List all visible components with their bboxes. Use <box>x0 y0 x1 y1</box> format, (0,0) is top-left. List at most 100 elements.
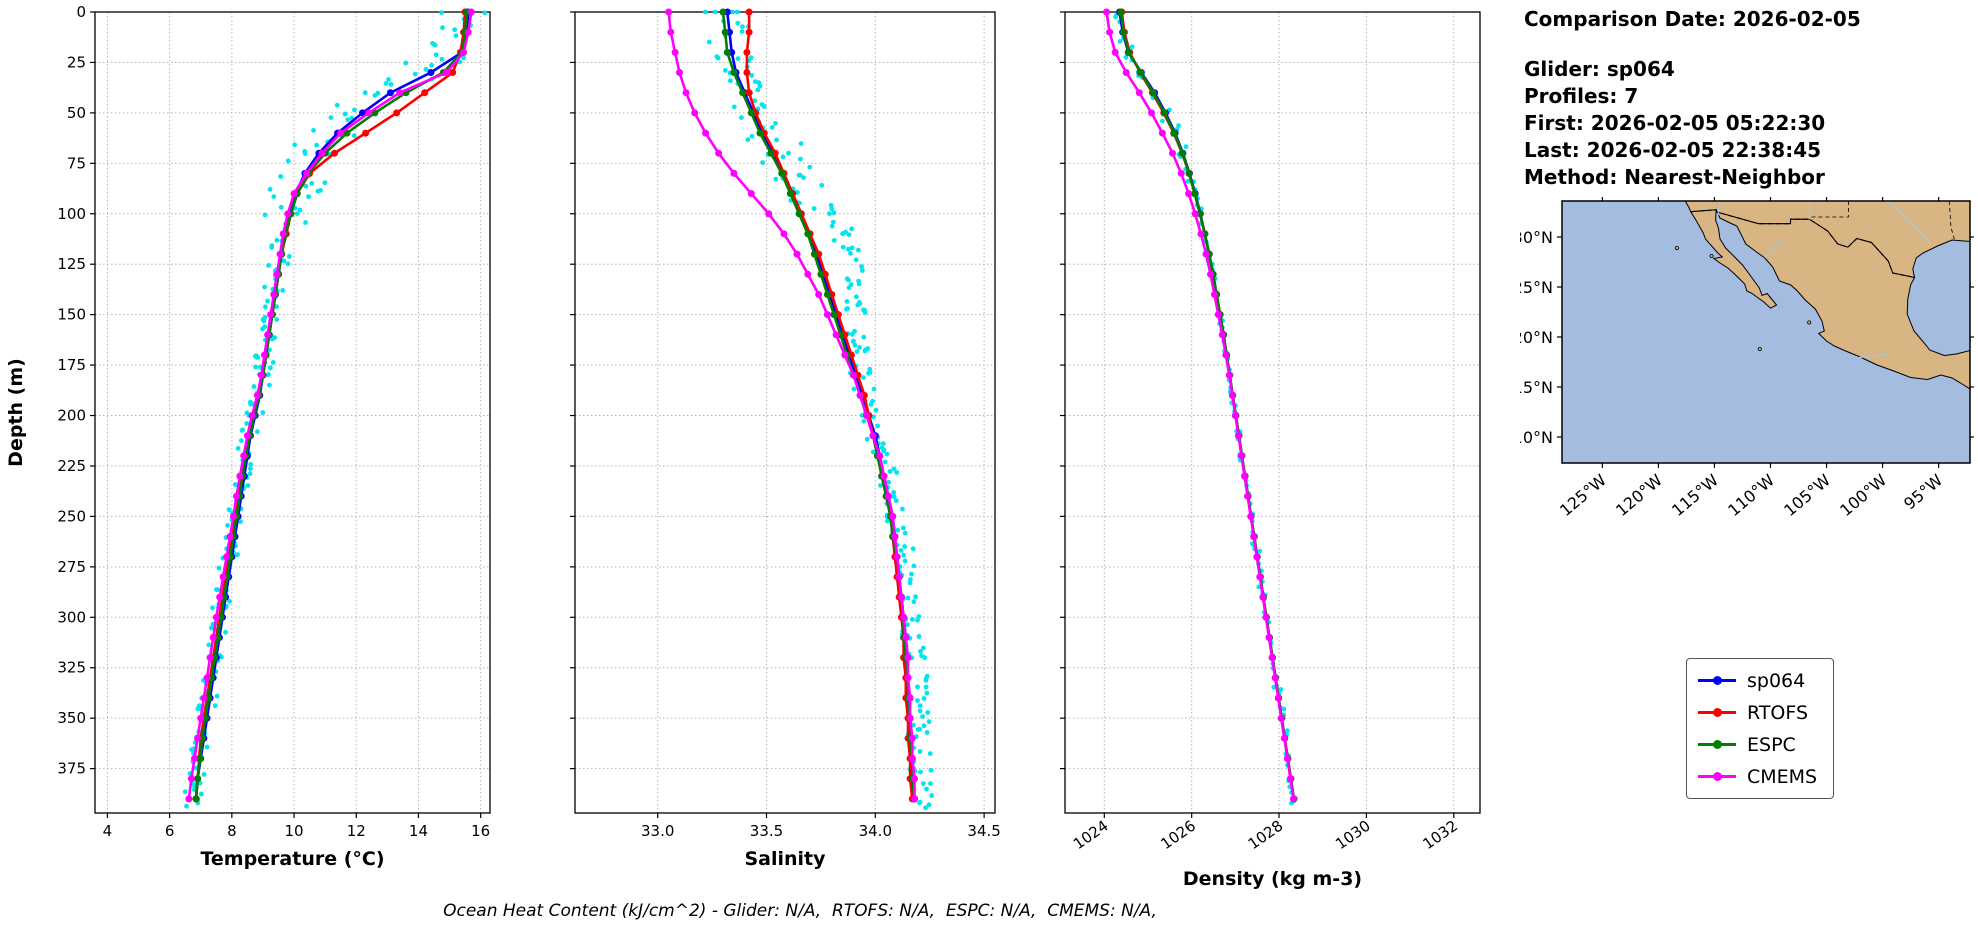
series-marker-CMEMS <box>276 250 284 258</box>
series-marker-CMEMS <box>1158 129 1166 137</box>
glider-raw-point <box>270 336 275 342</box>
map-lat-label: 20°N <box>1520 328 1553 347</box>
series-marker-RTOFS <box>743 69 751 76</box>
glider-raw-point <box>727 78 733 84</box>
glider-raw-point <box>1117 39 1123 44</box>
series-marker-CMEMS <box>850 371 857 379</box>
glider-raw-point <box>1160 118 1165 124</box>
series-marker-RTOFS <box>745 8 753 16</box>
glider-raw-point <box>851 386 857 392</box>
y-axis-label: Depth (m) <box>5 358 27 467</box>
glider-raw-point <box>917 800 922 806</box>
glider-raw-point <box>891 466 897 472</box>
glider-raw-point <box>760 160 766 166</box>
glider-raw-point <box>920 714 925 719</box>
series-marker-ESPC <box>1179 149 1186 157</box>
glider-raw-point <box>819 182 825 188</box>
series-marker-CMEMS <box>765 210 773 218</box>
series-marker-CMEMS <box>1222 351 1230 359</box>
series-marker-CMEMS <box>911 775 918 783</box>
series-marker-CMEMS <box>443 69 450 76</box>
series-marker-CMEMS <box>780 230 788 238</box>
glider-raw-point <box>248 399 253 405</box>
series-marker-ESPC <box>778 169 786 177</box>
x-tick-label: 8 <box>227 822 237 840</box>
glider-raw-point <box>423 67 429 72</box>
series-marker-ESPC <box>1117 8 1125 16</box>
series-marker-sp064 <box>427 69 435 76</box>
glider-raw-point <box>268 365 273 371</box>
glider-raw-point <box>735 56 741 61</box>
series-marker-ESPC <box>830 311 838 319</box>
glider-raw-point <box>238 519 243 524</box>
glider-raw-point <box>884 451 890 457</box>
series-marker-CMEMS <box>1268 654 1276 662</box>
series-marker-CMEMS <box>1148 109 1155 117</box>
glider-raw-point <box>921 696 927 701</box>
glider-raw-point <box>922 655 928 661</box>
series-marker-CMEMS <box>1225 371 1233 379</box>
glider-raw-point <box>902 558 908 564</box>
glider-raw-point <box>274 304 279 309</box>
glider-raw-point <box>1185 178 1191 184</box>
glider-raw-point <box>901 525 906 531</box>
x-tick-label: 33.5 <box>750 822 783 840</box>
glider-raw-point <box>342 111 348 117</box>
glider-raw-point <box>902 530 908 536</box>
series-marker-CMEMS <box>219 573 227 581</box>
legend-item-ESPC: ESPC <box>1698 732 1817 757</box>
series-line-CMEMS <box>667 11 916 799</box>
glider-raw-point <box>209 625 214 631</box>
series-marker-CMEMS <box>1202 250 1210 258</box>
glider-raw-point <box>854 294 859 300</box>
glider-raw-point <box>260 410 266 415</box>
glider-raw-point <box>850 339 856 344</box>
glider-raw-point <box>861 334 867 340</box>
series-marker-CMEMS <box>273 270 281 278</box>
legend-line-marker <box>1698 772 1736 782</box>
series-marker-CMEMS <box>243 432 251 440</box>
glider-raw-point <box>924 786 929 792</box>
series-marker-CMEMS <box>464 28 472 36</box>
series-marker-CMEMS <box>303 169 310 177</box>
glider-raw-point <box>917 708 923 714</box>
glider-raw-point <box>232 482 238 487</box>
x-tick-label: 1026 <box>1157 817 1199 854</box>
map-admin-boundary <box>1948 201 1955 240</box>
glider-raw-point <box>878 483 883 488</box>
glider-raw-point <box>345 117 351 123</box>
glider-raw-point <box>314 142 319 148</box>
glider-raw-point <box>210 605 215 611</box>
series-marker-CMEMS <box>467 8 475 16</box>
method-text: Method: Nearest-Neighbor <box>1524 165 1825 189</box>
glider-raw-point <box>769 125 775 130</box>
series-marker-ESPC <box>730 69 738 76</box>
series-marker-CMEMS <box>1238 452 1245 460</box>
series-marker-ESPC <box>795 210 803 218</box>
glider-raw-point <box>706 39 712 45</box>
glider-raw-point <box>773 121 778 126</box>
series-marker-CMEMS <box>1169 149 1176 157</box>
glider-raw-point <box>756 80 762 86</box>
series-line-sp064 <box>726 11 916 800</box>
glider-raw-point <box>780 154 786 160</box>
series-marker-CMEMS <box>223 553 231 561</box>
glider-raw-point <box>849 331 855 337</box>
glider-raw-point <box>212 703 218 709</box>
glider-raw-point <box>740 24 745 30</box>
map-lat-label: 25°N <box>1520 278 1553 297</box>
series-marker-CMEMS <box>1283 755 1291 762</box>
glider-raw-point <box>453 33 459 38</box>
series-marker-CMEMS <box>1228 391 1236 399</box>
glider-raw-point <box>749 73 755 78</box>
series-marker-CMEMS <box>257 371 265 379</box>
series-marker-CMEMS <box>1177 169 1185 177</box>
glider-raw-point <box>244 421 250 426</box>
glider-raw-point <box>900 506 905 512</box>
series-marker-CMEMS <box>1185 190 1193 198</box>
series-marker-ESPC <box>192 795 200 803</box>
glider-raw-point <box>918 769 923 775</box>
series-marker-CMEMS <box>691 109 699 117</box>
glider-raw-point <box>201 772 207 777</box>
series-line-RTOFS <box>1120 11 1296 800</box>
